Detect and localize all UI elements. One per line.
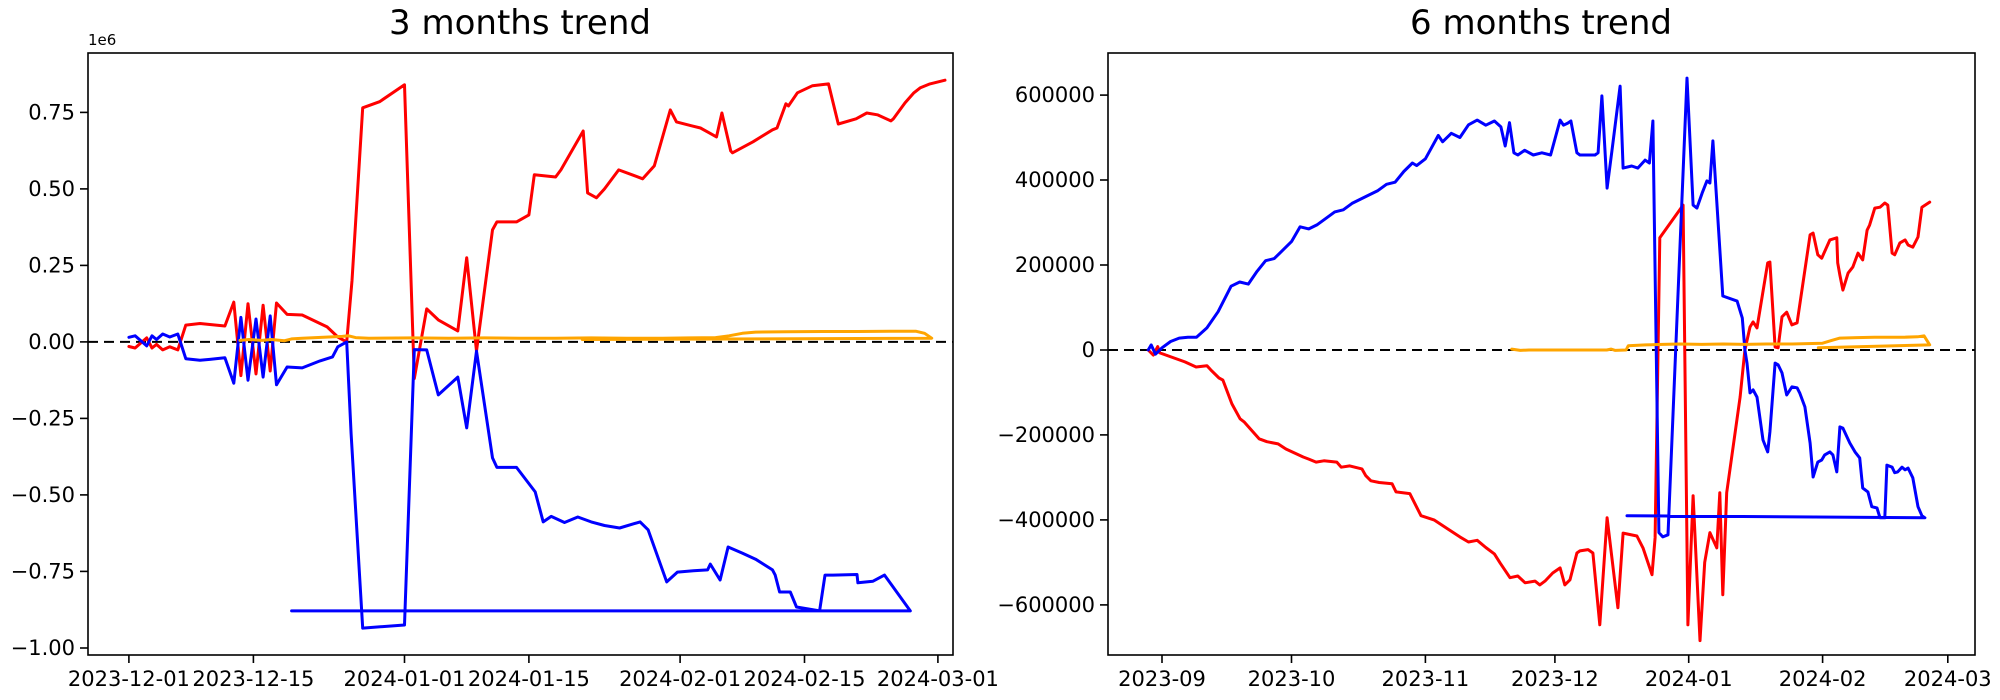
x-tick-label: 2024-03 — [1904, 667, 1992, 691]
y-tick-label: −600000 — [997, 593, 1095, 617]
y-tick-label: −400000 — [997, 508, 1095, 532]
red-series-line — [1146, 200, 1932, 643]
blue-series-line — [127, 314, 912, 630]
x-tick-label: 2024-01-15 — [468, 667, 590, 691]
y-tick-label: −1.00 — [11, 636, 75, 660]
y-tick-label: −0.25 — [11, 406, 75, 430]
x-tick-label: 2023-11 — [1382, 667, 1470, 691]
x-tick-label: 2023-09 — [1118, 667, 1206, 691]
y-tick-label: 400000 — [1015, 168, 1095, 192]
chart-title-3-months: 3 months trend — [389, 3, 651, 43]
x-tick-label: 2023-12-01 — [68, 667, 190, 691]
chart-1: 2023-09 2023-10 2023-11 2023-12 2024-01 2024-… — [997, 52, 1992, 691]
y-axis-offset-label: 1e6 — [88, 31, 117, 49]
x-tick-label: 2024-02 — [1779, 667, 1867, 691]
chart-0: 2023-12-01 2023-12-15 2024-01-01 2024-01-15… — [11, 52, 999, 691]
orange-series-line — [1510, 334, 1932, 352]
x-tick-label: 2024-02-01 — [619, 667, 741, 691]
x-tick-label: 2023-12 — [1511, 667, 1599, 691]
y-tick-label: 200000 — [1015, 253, 1095, 277]
x-tick-label: 2024-02-15 — [743, 667, 865, 691]
y-tick-label: 0.75 — [28, 100, 75, 124]
y-tick-label: −0.50 — [11, 483, 75, 507]
y-tick-label: −200000 — [997, 423, 1095, 447]
x-tick-label: 2024-03-01 — [877, 667, 999, 691]
x-tick-label: 2024-01 — [1645, 667, 1733, 691]
y-tick-label: 0 — [1082, 338, 1095, 362]
x-tick-label: 2023-12-15 — [192, 667, 314, 691]
y-tick-label: 0.25 — [28, 253, 75, 277]
x-tick-label: 2024-01-01 — [343, 667, 465, 691]
orange-series-line — [238, 329, 934, 343]
y-tick-label: 0.50 — [28, 177, 75, 201]
plot-border — [1107, 52, 1976, 656]
y-tick-label: 0.00 — [28, 330, 75, 354]
y-tick-label: 600000 — [1015, 83, 1095, 107]
chart-title-6-months: 6 months trend — [1410, 3, 1672, 43]
blue-series-line — [1146, 76, 1927, 539]
plot-border — [87, 52, 954, 656]
x-tick-label: 2023-10 — [1248, 667, 1336, 691]
y-tick-label: −0.75 — [11, 559, 75, 583]
red-series-line — [127, 78, 947, 381]
